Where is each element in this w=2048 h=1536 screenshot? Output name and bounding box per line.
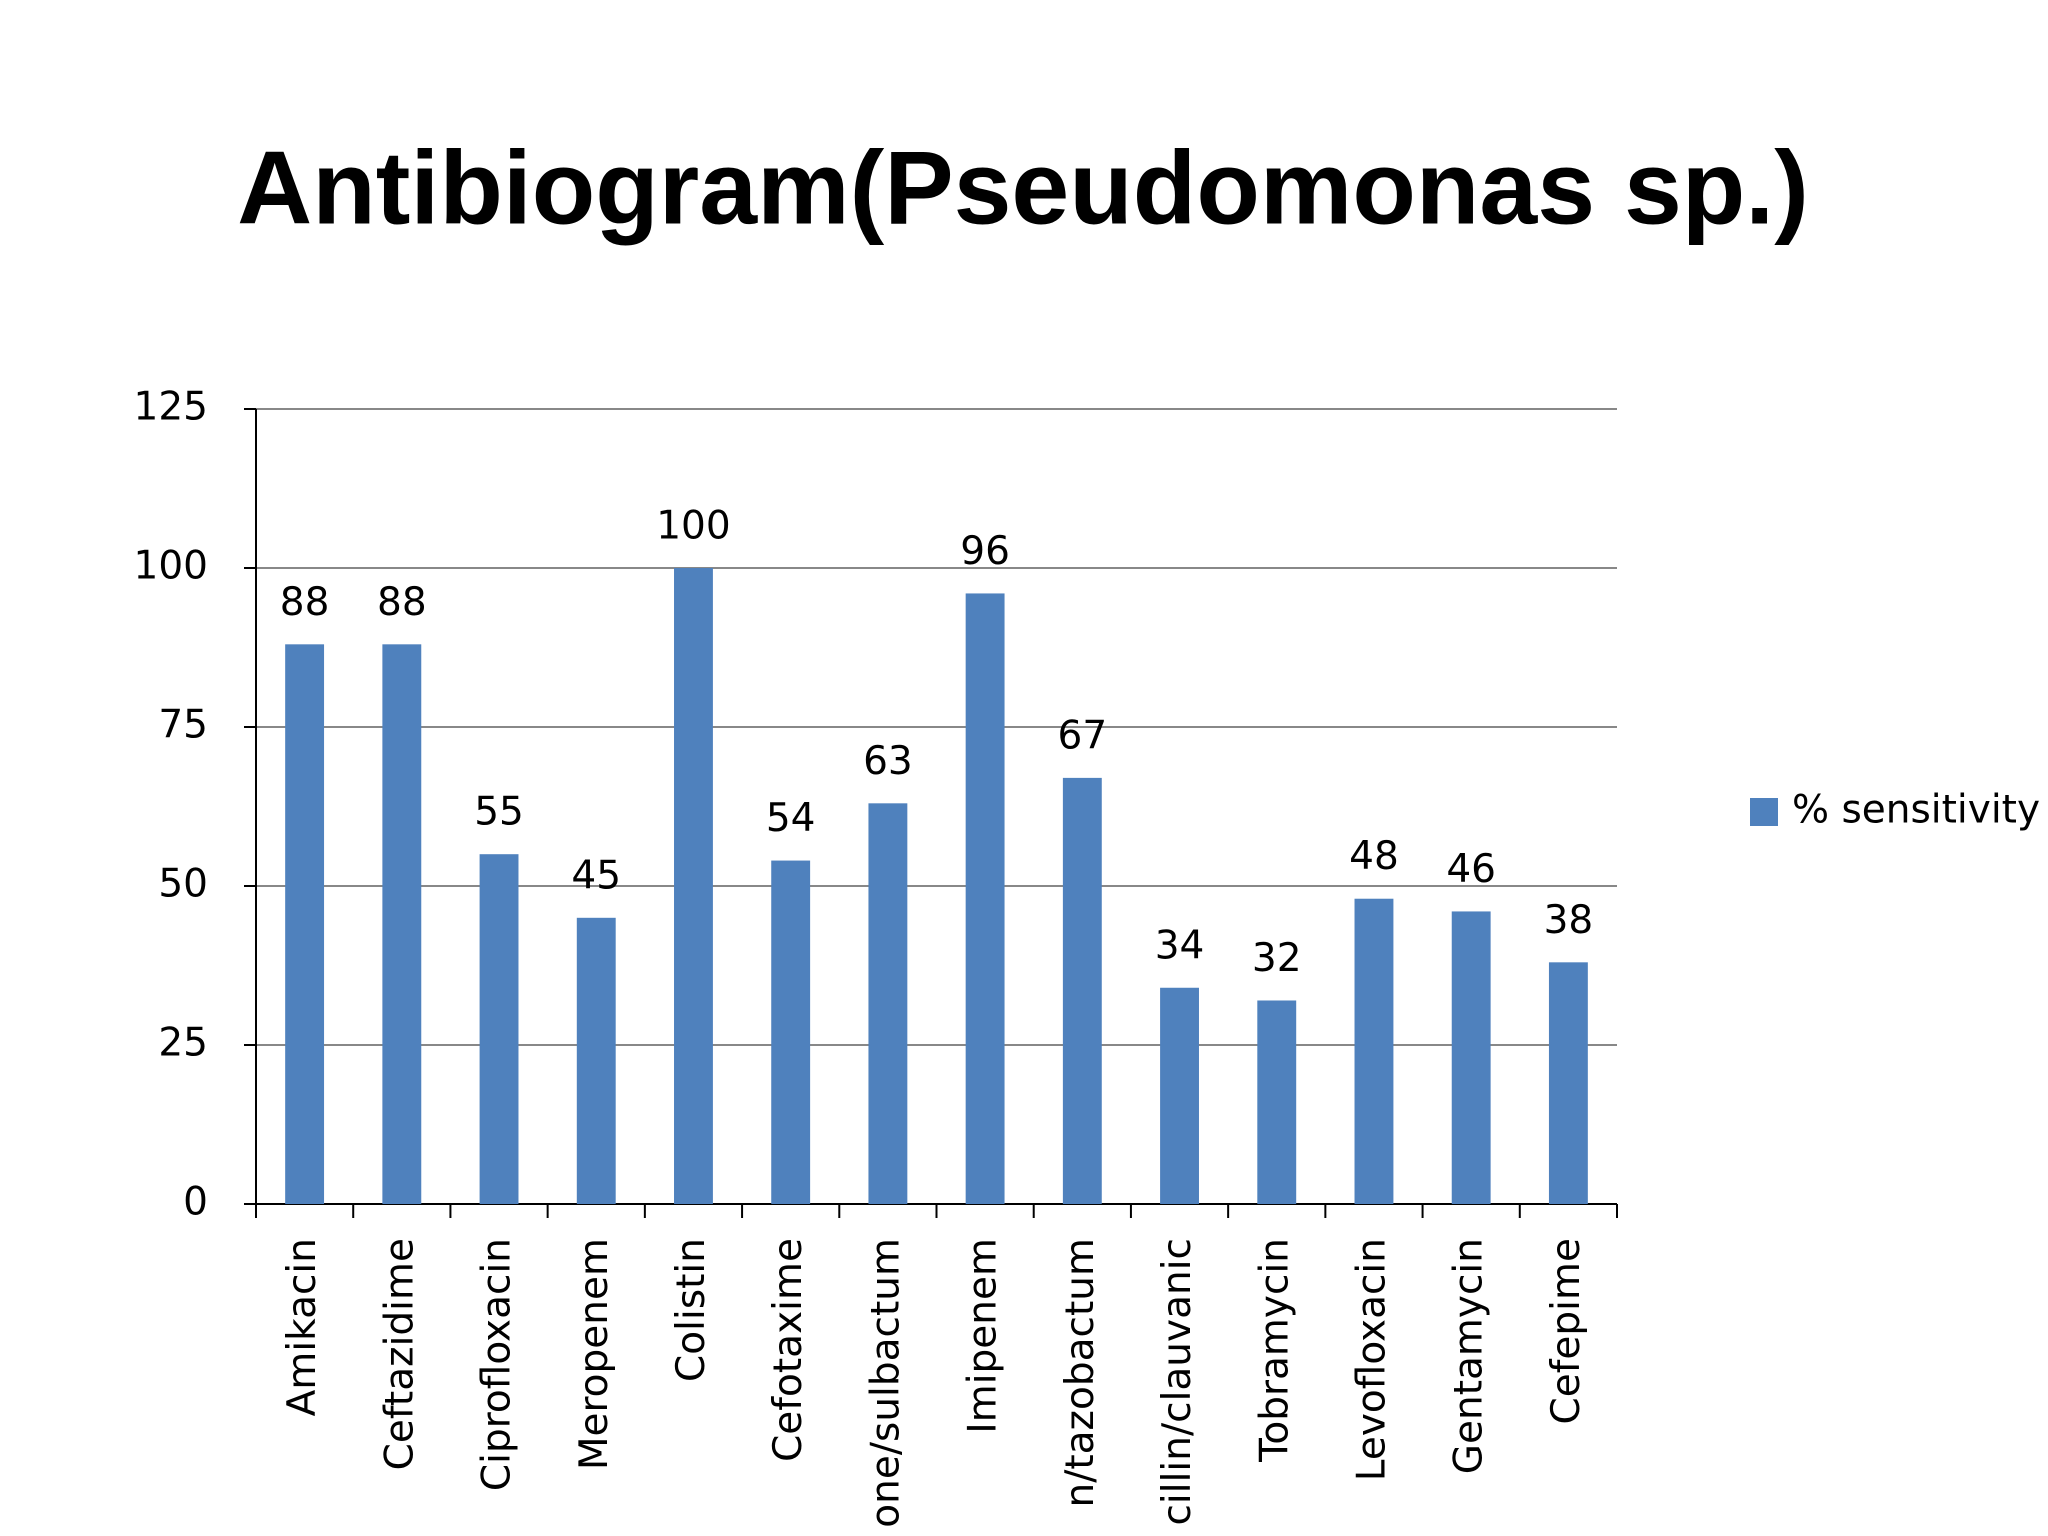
x-tick-label: Tobramycin [1252, 1238, 1297, 1463]
y-tick-label: 125 [134, 385, 208, 430]
bar [674, 568, 713, 1204]
bar [1354, 898, 1394, 1204]
y-tick-label: 50 [158, 862, 208, 907]
data-label: 32 [1252, 936, 1302, 981]
y-tick-label: 0 [183, 1180, 208, 1225]
bar [1160, 987, 1199, 1204]
data-label: 96 [960, 529, 1010, 574]
data-label: 34 [1155, 923, 1205, 968]
data-label: 38 [1544, 898, 1594, 943]
x-tick-label: Ceftazidime [377, 1238, 422, 1470]
bar [965, 593, 1005, 1204]
bar [868, 803, 908, 1204]
y-tick-label: 75 [158, 703, 208, 748]
x-tick-label: Amikacin [280, 1238, 325, 1416]
x-tick-label: Meropenem [572, 1238, 617, 1470]
bar [771, 860, 811, 1204]
data-label: 100 [656, 504, 730, 549]
data-label: 54 [766, 796, 816, 841]
chart-title: Antibiogram(Pseudomonas sp.) [237, 130, 1809, 246]
x-tick-label: Ciprofloxacin [475, 1238, 520, 1491]
x-tick-label: Colistin [669, 1238, 714, 1382]
data-label: 88 [377, 580, 427, 625]
data-label: 46 [1446, 847, 1496, 892]
x-tick-label: Imipenem [961, 1238, 1006, 1434]
y-tick-label: 100 [134, 544, 208, 589]
x-tick-label: Cefepime [1544, 1238, 1589, 1425]
x-tick-label: one/sulbactum [863, 1238, 908, 1528]
x-tick-label: Gentamycin [1447, 1238, 1492, 1474]
legend-swatch [1750, 798, 1778, 826]
bar [285, 644, 325, 1204]
x-tick-label: cillin/clauvanic [1155, 1238, 1200, 1526]
data-label: 63 [863, 739, 913, 784]
legend-label: % sensitivity [1792, 788, 2040, 833]
data-label: 88 [280, 580, 330, 625]
data-label: 45 [571, 853, 621, 898]
bar [1257, 1000, 1297, 1204]
data-label: 48 [1349, 834, 1399, 879]
x-tick-label: Levofloxacin [1349, 1238, 1394, 1481]
bar [479, 854, 519, 1204]
data-label: 67 [1058, 713, 1108, 758]
bar [1451, 911, 1491, 1204]
bar [382, 644, 422, 1204]
bar [1062, 777, 1102, 1204]
data-label: 55 [474, 790, 524, 835]
bar [1548, 962, 1588, 1204]
y-tick-label: 25 [158, 1021, 208, 1066]
x-tick-label: n/tazobactum [1058, 1238, 1103, 1507]
x-tick-label: Cefotaxime [766, 1238, 811, 1462]
bar [576, 917, 616, 1204]
